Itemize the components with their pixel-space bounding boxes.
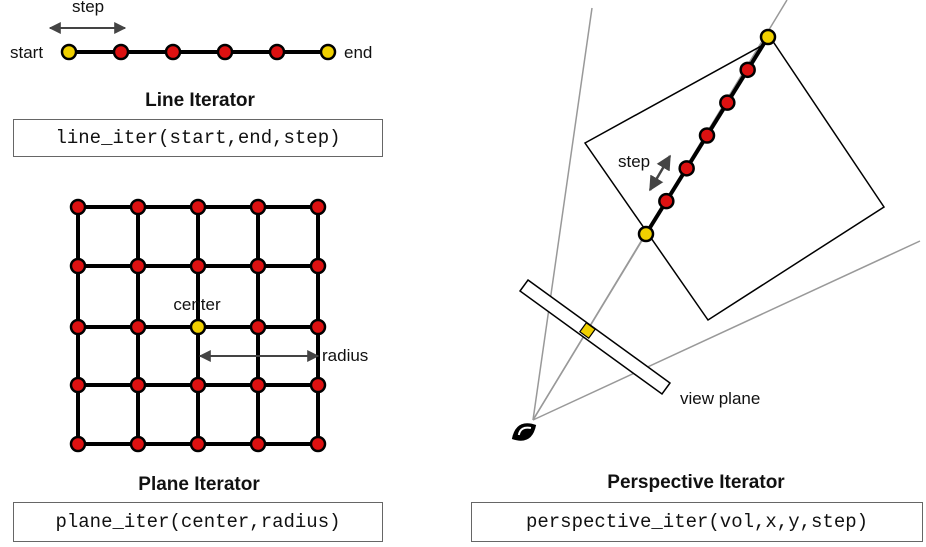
perspective-iter-code: perspective_iter(vol,x,y,step) [471,502,923,542]
view-plane-pixel [578,321,597,340]
plane-iterator-title: Plane Iterator [138,474,260,495]
eye-icon [511,423,537,441]
plane-sample-point [309,318,327,336]
end-point [319,43,337,61]
plane-sample-point [129,376,147,394]
plane-sample-point [189,257,207,275]
plane-sample-point [309,198,327,216]
plane-sample-point [249,318,267,336]
plane-sample-point [309,376,327,394]
line-sample-point [216,43,234,61]
line-iterator-figure: step start end Line Iterator [10,0,372,111]
plane-iterator-figure: center radius Plane Iterator [69,198,368,495]
start-point [60,43,78,61]
plane-sample-point [249,198,267,216]
perspective-sample-point [719,94,736,111]
plane-sample-point [69,198,87,216]
line-sample-points [60,43,337,61]
line-sample-point [268,43,286,61]
plane-sample-point [129,198,147,216]
view-plane [518,278,672,396]
step-label: step [72,0,104,16]
plane-sample-points [69,198,327,453]
plane-sample-point [309,435,327,453]
perspective-end-point [759,28,777,46]
plane-sample-point [249,376,267,394]
frustum-ray-left [532,7,593,421]
plane-sample-point [189,198,207,216]
plane-sample-point [249,435,267,453]
plane-sample-point [69,318,87,336]
start-label: start [10,43,43,62]
plane-sample-point [189,376,207,394]
plane-sample-point [69,257,87,275]
frustum-ray-right [532,240,921,421]
plane-sample-point [309,257,327,275]
plane-sample-point [129,318,147,336]
perspective-iterator-figure: step view plane Perspective Iterator [511,0,921,493]
plane-sample-point [129,257,147,275]
end-label: end [344,43,372,62]
center-label: center [173,295,221,314]
plane-iter-code: plane_iter(center,radius) [13,502,383,542]
radius-label: radius [322,346,368,365]
line-iterator-title: Line Iterator [145,90,255,111]
plane-sample-point [249,257,267,275]
perspective-sample-points [637,28,777,243]
line-iter-code: line_iter(start,end,step) [13,119,383,157]
perspective-sample-point [678,160,695,177]
volume-box [583,39,886,322]
perspective-step-double-arrow-icon [648,154,672,192]
perspective-end-point [637,225,655,243]
plane-sample-point [189,435,207,453]
plane-sample-point [69,435,87,453]
center-point [189,318,207,336]
plane-sample-point [69,376,87,394]
line-sample-point [164,43,182,61]
perspective-sample-point [698,127,716,144]
plane-sample-point [129,435,147,453]
perspective-sample-point [739,61,756,79]
perspective-sample-point [658,192,675,210]
view-plane-label: view plane [680,389,760,408]
perspective-step-label: step [618,152,650,171]
perspective-iterator-title: Perspective Iterator [607,472,785,493]
line-sample-point [112,43,130,61]
